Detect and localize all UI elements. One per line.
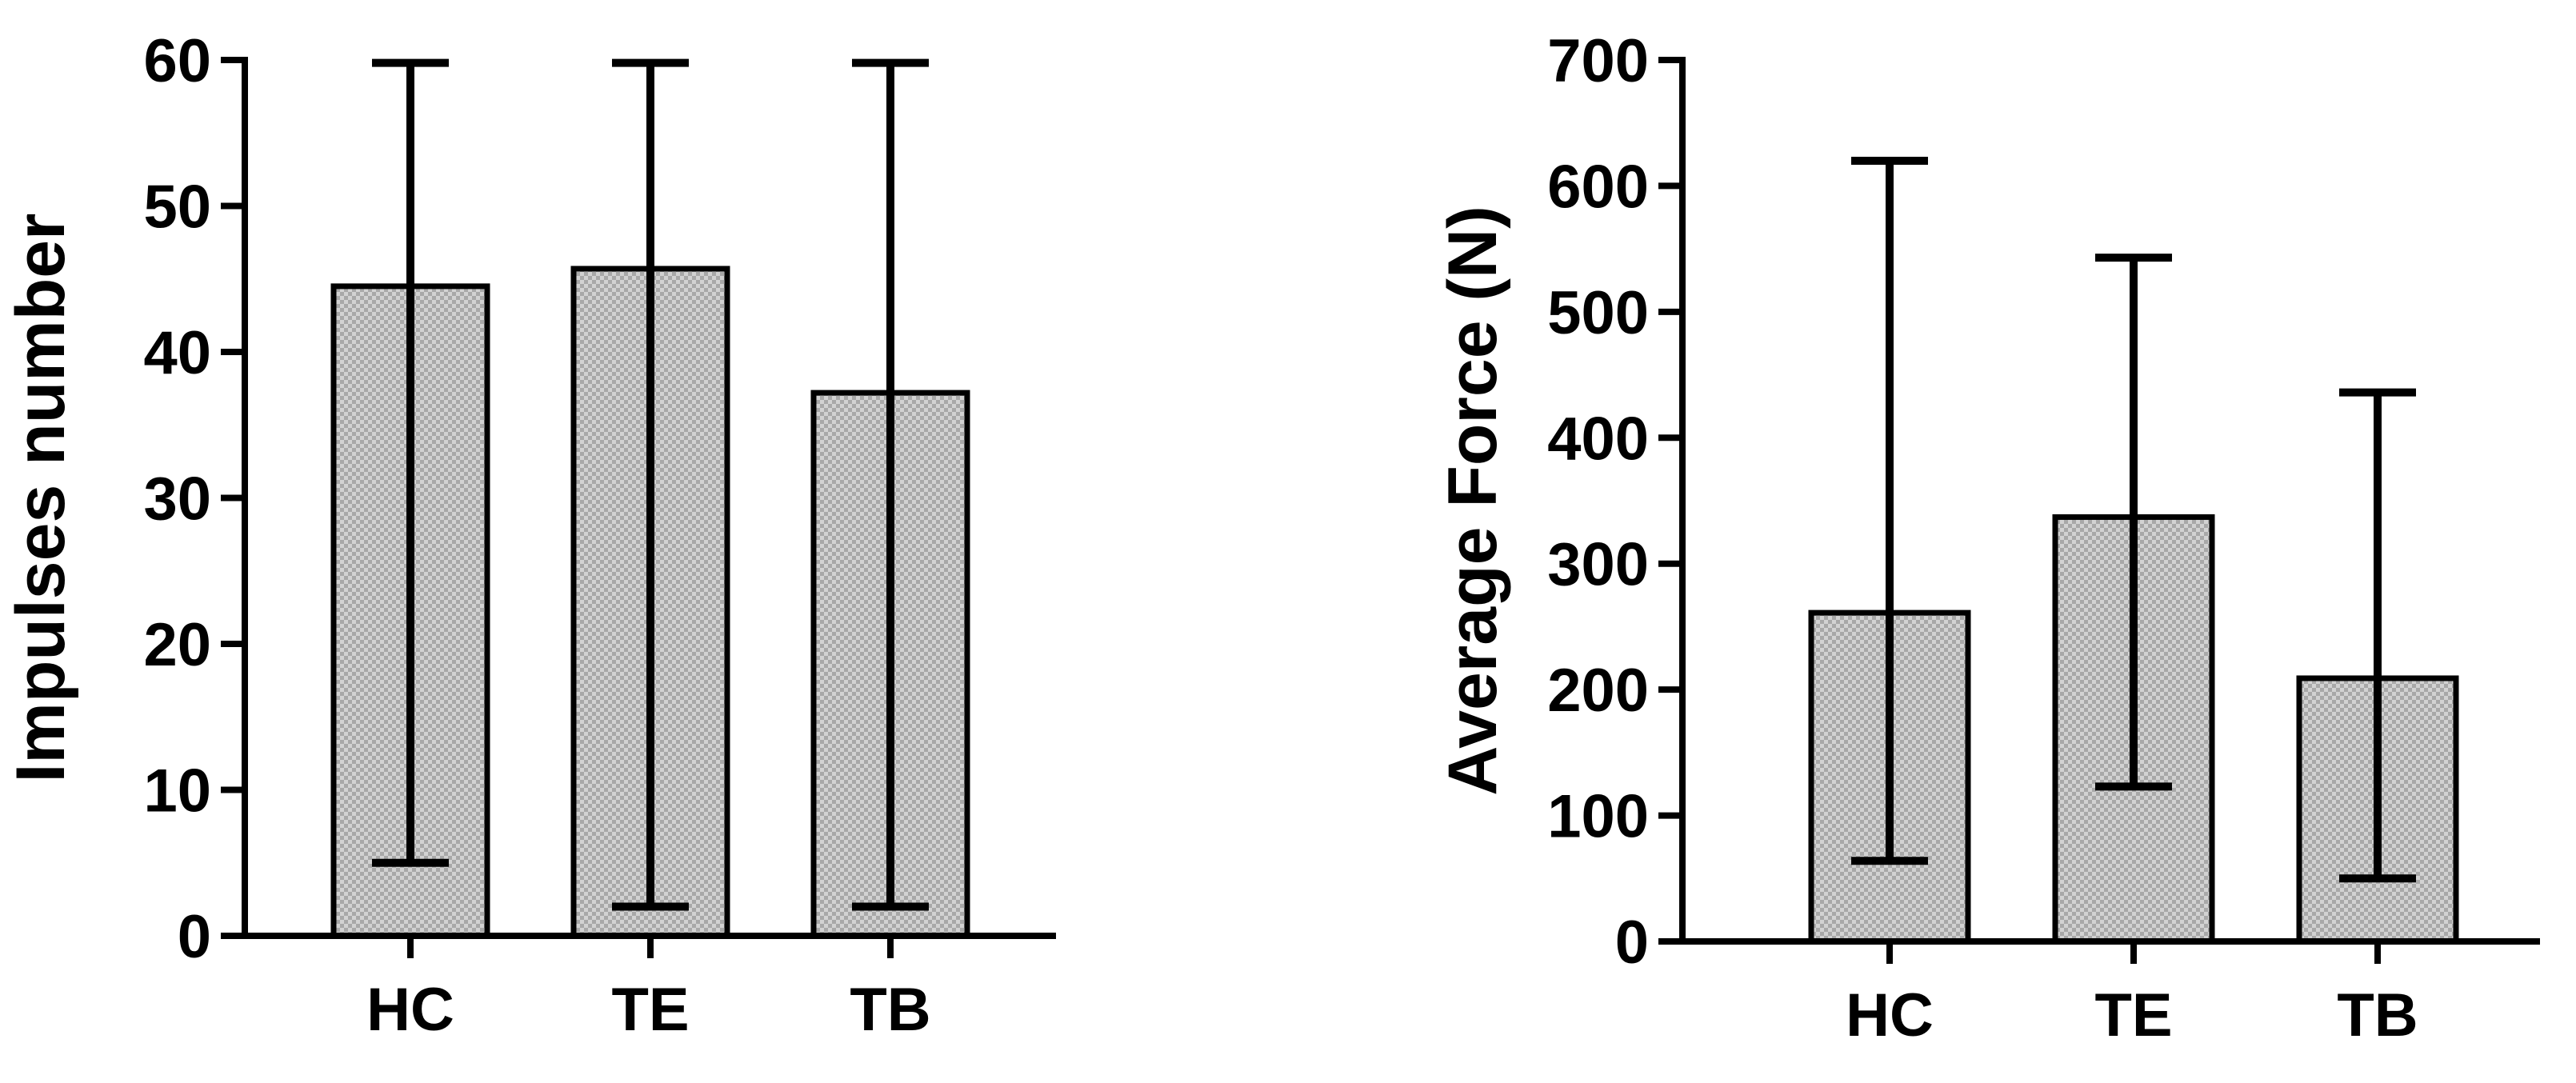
y-tick-label: 700	[1547, 27, 1649, 95]
error-bar-hc	[372, 58, 449, 867]
chart-impulses-number: HC TE TB 0 10 20 30 40 50 60 Impulses number	[2, 27, 1056, 1044]
x-tick-label: TB	[2337, 981, 2418, 1049]
y-tick-label: 40	[143, 319, 211, 387]
y-tick-label: 20	[143, 611, 211, 679]
y-tick-label: 50	[143, 174, 211, 242]
y-tick-label: 60	[143, 27, 211, 95]
y-tick-label: 100	[1547, 783, 1649, 851]
error-bar-te	[2095, 254, 2172, 791]
y-tick-label: 600	[1547, 153, 1649, 221]
y-tick-label: 400	[1547, 405, 1649, 473]
y-axis-title: Impulses number	[2, 213, 79, 782]
error-bar-hc	[1851, 156, 1928, 865]
y-tick-label: 500	[1547, 279, 1649, 347]
y-tick-label: 200	[1547, 657, 1649, 725]
y-axis-title: Average Force (N)	[1434, 206, 1511, 796]
error-bar-tb	[852, 58, 929, 911]
x-tick-label: TE	[611, 976, 689, 1044]
chart-average-force: HC TE TB 0 100 200 300 400 500 600 700 Average Forc…	[1434, 27, 2540, 1049]
y-tick-label: 30	[143, 466, 211, 534]
y-tick-label: 300	[1547, 531, 1649, 599]
x-tick-label: HC	[1846, 981, 1934, 1049]
x-tick-label: TB	[850, 976, 930, 1044]
error-bar-te	[612, 58, 689, 911]
y-tick-label: 0	[1615, 909, 1649, 977]
x-tick-label: HC	[366, 976, 454, 1044]
y-tick-label: 0	[178, 903, 211, 971]
y-tick-label: 10	[143, 757, 211, 825]
x-tick-label: TE	[2094, 981, 2172, 1049]
error-bar-tb	[2339, 388, 2416, 883]
